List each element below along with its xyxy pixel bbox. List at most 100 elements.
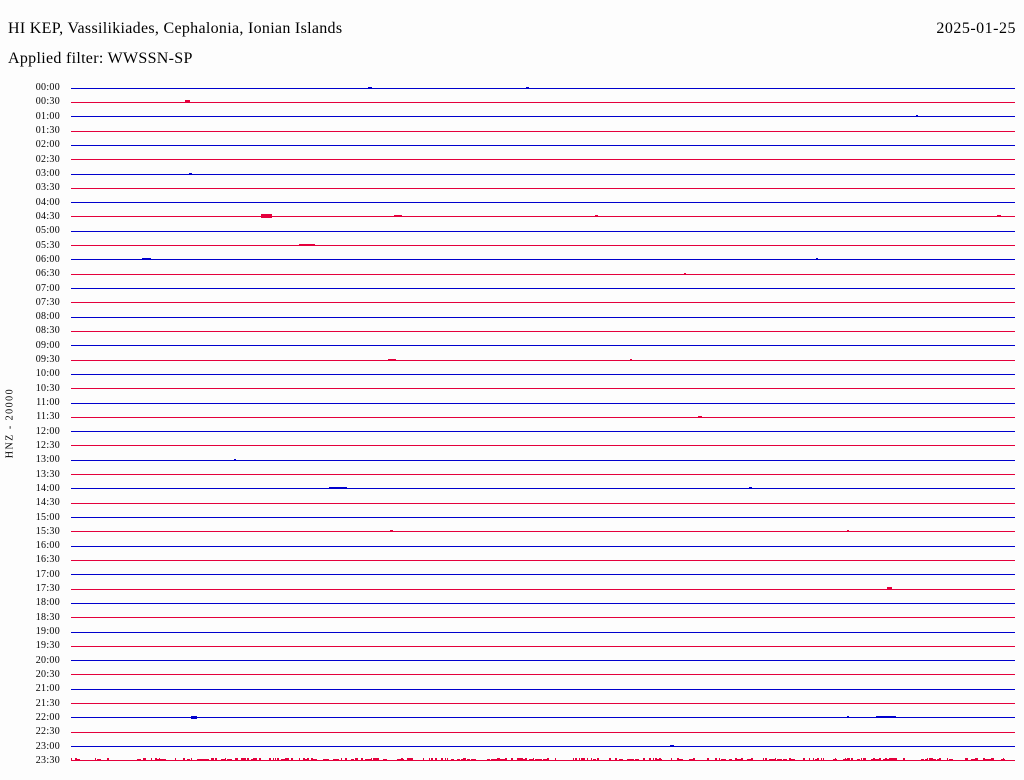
noise-segment bbox=[609, 758, 611, 761]
seismic-event-marker bbox=[683, 272, 686, 275]
seismic-event-marker bbox=[142, 258, 152, 261]
time-label: 10:30 bbox=[35, 382, 60, 394]
noise-segment bbox=[325, 759, 329, 762]
trace-area bbox=[71, 496, 1015, 510]
trace-area bbox=[71, 568, 1015, 582]
noise-segment bbox=[303, 758, 305, 761]
noise-segment bbox=[933, 759, 936, 762]
trace-line-red bbox=[71, 359, 1015, 361]
trace-row: 14:30 bbox=[0, 496, 1024, 510]
noise-segment bbox=[377, 758, 379, 761]
noise-segment bbox=[929, 758, 931, 761]
noise-segment bbox=[203, 759, 206, 762]
noise-segment bbox=[777, 759, 782, 762]
trace-row: 05:30 bbox=[0, 238, 1024, 252]
trace-row: 01:00 bbox=[0, 110, 1024, 124]
noise-segment bbox=[619, 759, 623, 762]
trace-line-red bbox=[71, 703, 1015, 705]
trace-row: 07:30 bbox=[0, 296, 1024, 310]
trace-line-blue bbox=[71, 87, 1015, 89]
noise-segment bbox=[993, 758, 994, 761]
trace-row: 04:30 bbox=[0, 210, 1024, 224]
trace-line-blue bbox=[71, 688, 1015, 690]
noise-segment bbox=[221, 759, 226, 762]
noise-segment bbox=[775, 758, 776, 761]
noise-segment bbox=[143, 758, 146, 761]
trace-line-blue bbox=[71, 373, 1015, 375]
trace-line-red bbox=[71, 273, 1015, 275]
noise-segment bbox=[281, 759, 285, 762]
noise-segment bbox=[517, 758, 519, 761]
trace-line-blue bbox=[71, 288, 1015, 290]
noise-segment bbox=[175, 758, 176, 761]
noise-segment bbox=[921, 759, 924, 762]
trace-line-red bbox=[71, 216, 1015, 218]
noise-segment bbox=[367, 759, 371, 762]
time-label: 08:00 bbox=[35, 311, 60, 323]
trace-row: 17:30 bbox=[0, 582, 1024, 596]
trace-area bbox=[71, 324, 1015, 338]
trace-area bbox=[71, 95, 1015, 109]
time-label: 09:30 bbox=[35, 354, 60, 366]
trace-row: 19:30 bbox=[0, 639, 1024, 653]
trace-line-blue bbox=[71, 631, 1015, 633]
noise-segment bbox=[813, 758, 814, 761]
trace-area bbox=[71, 224, 1015, 238]
trace-line-blue bbox=[71, 545, 1015, 547]
time-label: 06:00 bbox=[35, 253, 60, 265]
trace-line-red bbox=[71, 588, 1015, 590]
trace-row: 18:30 bbox=[0, 611, 1024, 625]
time-label: 11:30 bbox=[36, 411, 60, 423]
noise-segment bbox=[575, 758, 577, 761]
noise-segment bbox=[155, 758, 157, 761]
noise-segment bbox=[501, 759, 506, 762]
trace-area bbox=[71, 668, 1015, 682]
noise-segment bbox=[525, 758, 527, 761]
trace-row: 15:30 bbox=[0, 525, 1024, 539]
trace-line-blue bbox=[71, 459, 1015, 461]
trace-line-blue bbox=[71, 173, 1015, 175]
trace-line-red bbox=[71, 187, 1015, 189]
noise-segment bbox=[583, 758, 585, 761]
noise-segment bbox=[893, 758, 895, 761]
noise-segment bbox=[107, 758, 109, 761]
noise-segment bbox=[707, 758, 709, 761]
trace-area bbox=[71, 238, 1015, 252]
seismic-event-marker bbox=[299, 244, 315, 247]
trace-row: 06:30 bbox=[0, 267, 1024, 281]
seismic-event-marker bbox=[189, 172, 193, 175]
noise-segment bbox=[765, 758, 767, 761]
trace-area bbox=[71, 482, 1015, 496]
trace-row: 03:00 bbox=[0, 167, 1024, 181]
time-label: 21:00 bbox=[35, 683, 60, 695]
noise-segment bbox=[335, 759, 339, 762]
noise-segment bbox=[401, 758, 403, 761]
seismic-event-marker bbox=[184, 100, 190, 104]
noise-segment bbox=[573, 758, 574, 761]
trace-area bbox=[71, 439, 1015, 453]
trace-line-red bbox=[71, 330, 1015, 332]
seismic-event-marker bbox=[630, 358, 633, 361]
trace-row: 21:30 bbox=[0, 696, 1024, 710]
noise-segment bbox=[653, 758, 654, 761]
noise-segment bbox=[535, 759, 540, 762]
noise-segment bbox=[397, 759, 400, 762]
noise-segment bbox=[643, 758, 645, 761]
trace-row: 03:30 bbox=[0, 181, 1024, 195]
noise-segment bbox=[341, 758, 342, 761]
noise-segment bbox=[547, 758, 549, 761]
time-label: 18:30 bbox=[35, 611, 60, 623]
noise-segment bbox=[345, 758, 347, 761]
trace-row: 17:00 bbox=[0, 568, 1024, 582]
seismic-event-marker bbox=[367, 86, 372, 89]
trace-line-red bbox=[71, 645, 1015, 647]
noise-segment bbox=[931, 758, 933, 761]
noise-segment bbox=[863, 758, 865, 761]
trace-line-blue bbox=[71, 488, 1015, 490]
noise-segment bbox=[429, 758, 430, 761]
noise-segment bbox=[671, 758, 672, 761]
trace-row: 15:00 bbox=[0, 510, 1024, 524]
trace-line-blue bbox=[71, 746, 1015, 748]
noise-segment bbox=[351, 759, 354, 762]
noise-segment bbox=[355, 758, 358, 761]
